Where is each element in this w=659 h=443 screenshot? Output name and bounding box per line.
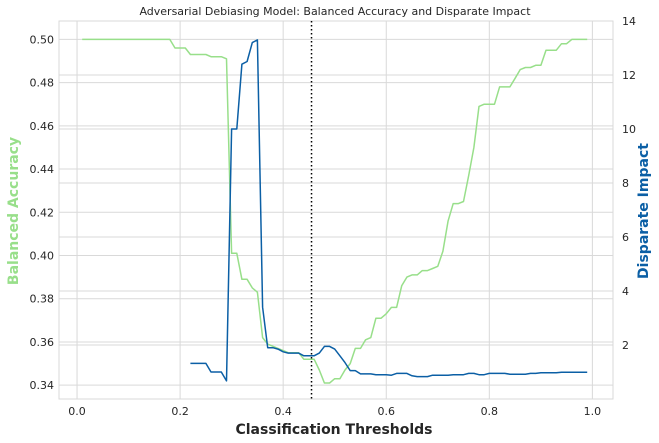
y-left-tick-labels: 0.34 0.36 0.38 0.40 0.42 0.44 0.46 0.48 0.50 bbox=[30, 33, 55, 392]
x-tick-label: 0.0 bbox=[68, 405, 86, 418]
y-right-tick-label: 14 bbox=[622, 15, 636, 28]
y-right-tick-label: 12 bbox=[622, 69, 636, 82]
y-left-tick-label: 0.44 bbox=[30, 163, 55, 176]
y-right-tick-label: 10 bbox=[622, 123, 636, 136]
y-right-tick-labels: 2 4 6 8 10 12 14 bbox=[622, 15, 636, 352]
x-tick-label: 1.0 bbox=[584, 405, 602, 418]
balanced-accuracy-line bbox=[82, 38, 588, 384]
y-left-tick-label: 0.38 bbox=[30, 293, 55, 306]
series-lines bbox=[82, 38, 588, 384]
y-right-tick-label: 4 bbox=[622, 285, 629, 298]
y-left-tick-label: 0.42 bbox=[30, 206, 55, 219]
grid bbox=[59, 20, 613, 399]
disparate-impact-line bbox=[190, 39, 588, 382]
y-left-tick-label: 0.36 bbox=[30, 336, 55, 349]
x-tick-label: 0.2 bbox=[171, 405, 189, 418]
y-right-axis-label: Disparate Impact bbox=[636, 143, 652, 279]
x-axis-label: Classification Thresholds bbox=[235, 422, 432, 438]
y-left-tick-label: 0.46 bbox=[30, 120, 55, 133]
y-right-tick-label: 2 bbox=[622, 339, 629, 352]
x-tick-label: 0.6 bbox=[377, 405, 395, 418]
x-tick-labels: 0.0 0.2 0.4 0.6 0.8 1.0 bbox=[68, 405, 601, 418]
plot-frame bbox=[58, 20, 614, 400]
chart-title: Adversarial Debiasing Model: Balanced Ac… bbox=[139, 5, 531, 18]
y-left-tick-label: 0.34 bbox=[30, 379, 55, 392]
y-right-tick-label: 6 bbox=[622, 231, 629, 244]
y-left-tick-label: 0.48 bbox=[30, 77, 55, 90]
plot-border bbox=[58, 20, 614, 400]
y-right-tick-label: 8 bbox=[622, 177, 629, 190]
x-tick-label: 0.4 bbox=[274, 405, 292, 418]
y-left-axis-label: Balanced Accuracy bbox=[6, 137, 22, 285]
x-tick-label: 0.8 bbox=[481, 405, 499, 418]
y-left-tick-label: 0.50 bbox=[30, 33, 55, 46]
y-left-tick-label: 0.40 bbox=[30, 249, 55, 262]
